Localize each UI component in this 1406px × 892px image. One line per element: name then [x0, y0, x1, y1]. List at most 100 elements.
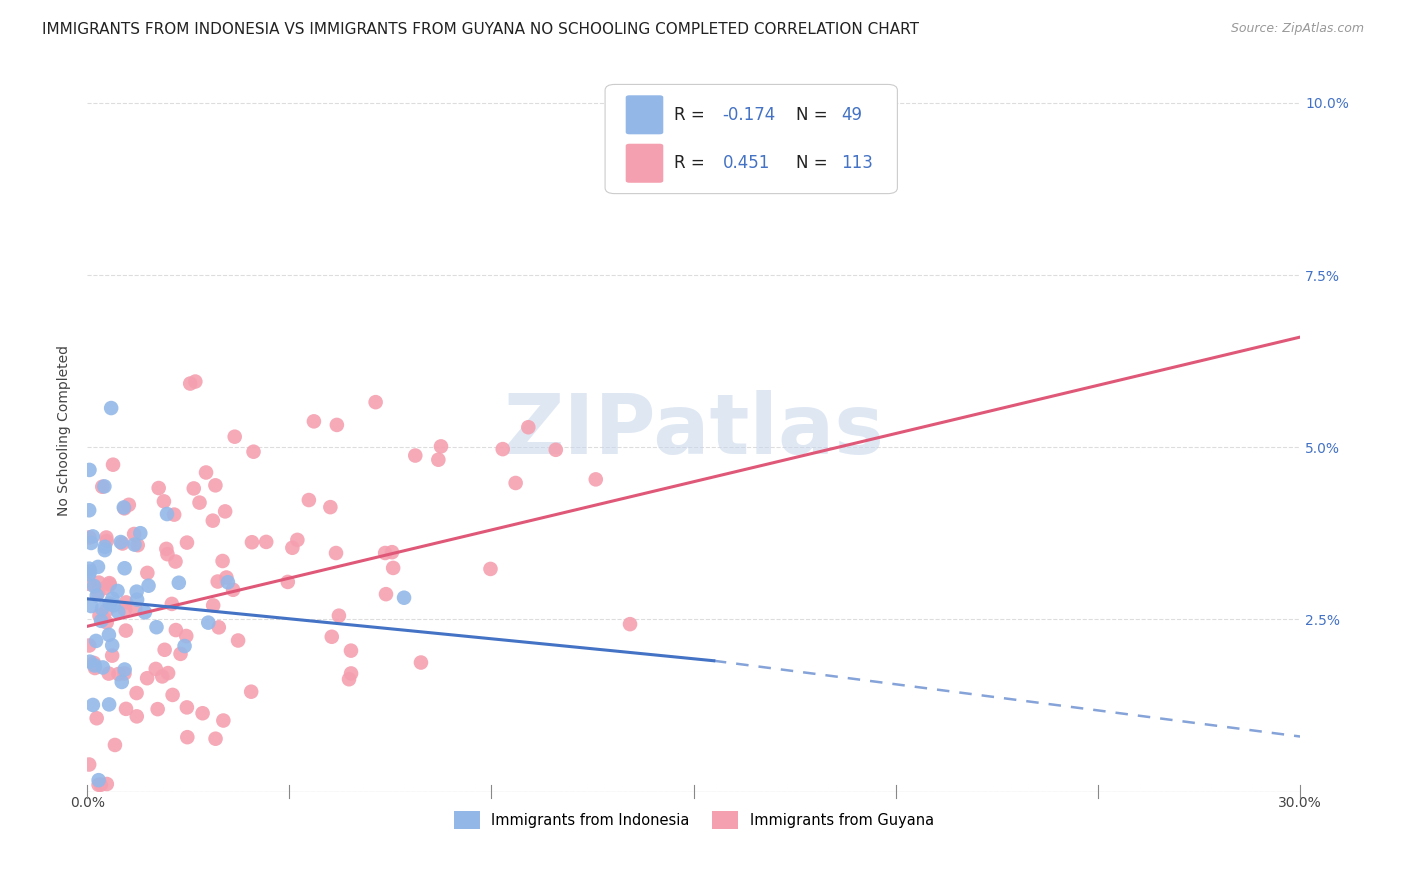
- Point: [156, 547, 179, 561]
- Point: [381, 545, 404, 559]
- Point: [208, 620, 231, 634]
- Point: [155, 541, 177, 556]
- Point: [207, 574, 229, 589]
- Point: [86, 711, 108, 725]
- Point: [127, 538, 149, 552]
- Point: [162, 688, 184, 702]
- Point: [107, 605, 129, 619]
- Point: [505, 475, 527, 490]
- Point: [114, 561, 136, 575]
- Point: [325, 546, 347, 560]
- Text: ZIPatlas: ZIPatlas: [503, 390, 884, 471]
- Point: [80, 599, 103, 613]
- Y-axis label: No Schooling Completed: No Schooling Completed: [58, 344, 72, 516]
- Point: [544, 442, 567, 457]
- Point: [183, 482, 205, 496]
- Point: [115, 624, 138, 638]
- Point: [619, 617, 641, 632]
- Point: [160, 597, 183, 611]
- Point: [83, 579, 105, 593]
- Point: [202, 599, 225, 613]
- Point: [77, 577, 100, 591]
- Point: [156, 507, 179, 521]
- Point: [79, 655, 101, 669]
- Point: [87, 773, 110, 788]
- Text: R =: R =: [675, 106, 710, 124]
- Point: [409, 656, 432, 670]
- Point: [242, 444, 264, 458]
- Point: [165, 555, 187, 569]
- Point: [87, 575, 110, 590]
- Point: [112, 500, 135, 515]
- Text: N =: N =: [796, 154, 832, 172]
- Point: [93, 479, 115, 493]
- Point: [96, 534, 118, 549]
- Point: [127, 592, 149, 607]
- Point: [115, 702, 138, 716]
- Point: [254, 535, 277, 549]
- Point: [90, 778, 112, 792]
- Point: [94, 540, 117, 554]
- Text: N =: N =: [796, 106, 832, 124]
- Point: [97, 628, 120, 642]
- Point: [146, 702, 169, 716]
- Point: [77, 562, 100, 576]
- Text: R =: R =: [675, 154, 710, 172]
- Point: [337, 672, 360, 686]
- Point: [222, 582, 245, 597]
- Point: [118, 498, 141, 512]
- Point: [107, 583, 129, 598]
- Point: [80, 536, 103, 550]
- FancyBboxPatch shape: [626, 95, 664, 135]
- Point: [191, 706, 214, 721]
- Point: [145, 620, 167, 634]
- Point: [112, 501, 135, 516]
- Point: [404, 449, 426, 463]
- Point: [224, 430, 246, 444]
- Point: [101, 458, 124, 472]
- Point: [392, 591, 415, 605]
- Point: [157, 666, 180, 681]
- Point: [107, 667, 129, 681]
- Point: [326, 417, 349, 432]
- Point: [91, 602, 114, 616]
- Point: [176, 535, 198, 549]
- Point: [91, 480, 114, 494]
- Point: [176, 700, 198, 714]
- Point: [136, 671, 159, 685]
- Point: [148, 481, 170, 495]
- Point: [82, 529, 104, 543]
- Point: [122, 527, 145, 541]
- Point: [427, 452, 450, 467]
- Point: [240, 684, 263, 698]
- Point: [479, 562, 502, 576]
- Point: [165, 623, 187, 637]
- Point: [281, 541, 304, 555]
- Point: [79, 565, 101, 579]
- Point: [145, 662, 167, 676]
- Point: [340, 666, 363, 681]
- Point: [134, 605, 156, 619]
- Point: [82, 698, 104, 712]
- Point: [167, 575, 190, 590]
- Point: [138, 579, 160, 593]
- Point: [77, 757, 100, 772]
- Point: [136, 566, 159, 580]
- Point: [77, 567, 100, 582]
- Point: [197, 615, 219, 630]
- Legend: Immigrants from Indonesia, Immigrants from Guyana: Immigrants from Indonesia, Immigrants fr…: [447, 805, 939, 835]
- Point: [129, 526, 152, 541]
- Point: [100, 401, 122, 415]
- Point: [430, 439, 453, 453]
- Point: [214, 504, 236, 518]
- Point: [340, 643, 363, 657]
- Point: [90, 614, 112, 628]
- Point: [364, 395, 387, 409]
- Point: [328, 608, 350, 623]
- Point: [93, 612, 115, 626]
- Point: [104, 738, 127, 752]
- Point: [77, 503, 100, 517]
- Point: [83, 658, 105, 673]
- Point: [374, 546, 396, 560]
- Point: [98, 698, 121, 712]
